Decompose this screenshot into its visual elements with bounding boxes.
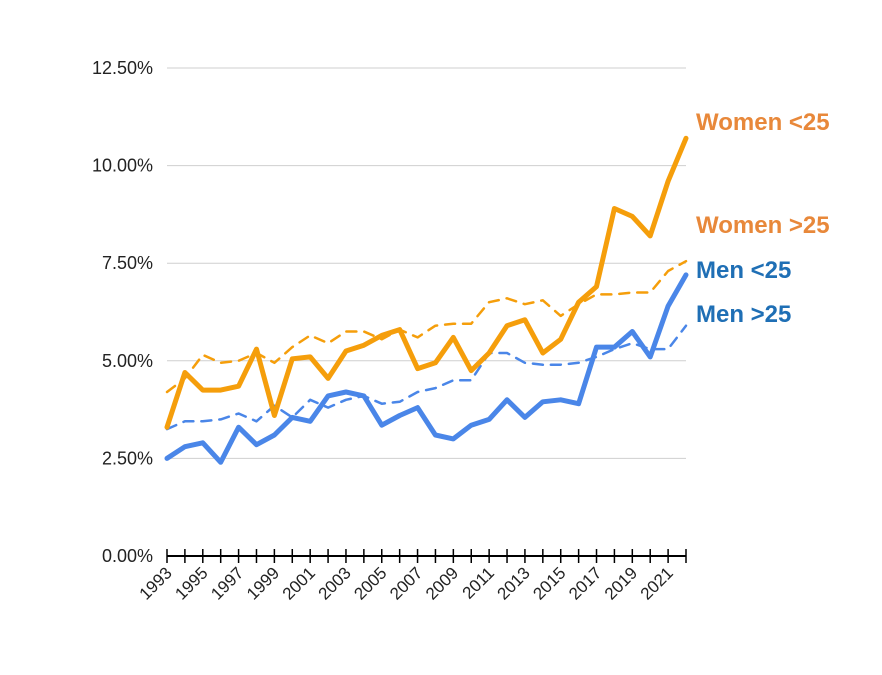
x-tick-label: 1995 bbox=[171, 563, 211, 603]
y-tick-label: 5.00% bbox=[102, 351, 153, 371]
x-tick-label: 2019 bbox=[601, 563, 641, 603]
x-tick-label: 2001 bbox=[279, 563, 319, 603]
y-tick-label: 2.50% bbox=[102, 448, 153, 468]
series-line-3 bbox=[165, 324, 688, 431]
y-tick-label: 7.50% bbox=[102, 253, 153, 273]
series-labels: Women <25 Women >25 Men <25 Men >25 bbox=[696, 109, 830, 328]
x-tick-label: 2015 bbox=[529, 563, 569, 603]
series-label: Men >25 bbox=[696, 301, 791, 328]
series-label: Women >25 bbox=[696, 212, 830, 239]
gridlines bbox=[167, 67, 686, 459]
x-tick-label: 2003 bbox=[315, 563, 355, 603]
x-tick-label: 1997 bbox=[207, 563, 247, 603]
series-line-2 bbox=[164, 272, 689, 465]
series-line-0 bbox=[164, 135, 689, 430]
x-axis: 1993199519971999200120032005200720092011… bbox=[136, 549, 687, 604]
y-tick-label: 12.50% bbox=[92, 58, 153, 78]
x-tick-label: 1999 bbox=[243, 563, 283, 603]
x-tick-label: 2009 bbox=[422, 563, 462, 603]
x-tick-label: 2007 bbox=[386, 563, 426, 603]
x-tick-label: 2005 bbox=[350, 563, 390, 603]
series-lines bbox=[164, 135, 689, 465]
series-label: Men <25 bbox=[696, 257, 791, 284]
y-axis-tick-labels: 0.00% 2.50% 5.00% 7.50% 10.00% 12.50% bbox=[92, 58, 153, 566]
x-tick-label: 2021 bbox=[637, 563, 677, 603]
y-tick-label: 0.00% bbox=[102, 546, 153, 566]
series-label: Women <25 bbox=[696, 109, 830, 136]
y-tick-label: 10.00% bbox=[92, 156, 153, 176]
x-tick-label: 2013 bbox=[494, 563, 534, 603]
x-tick-label: 1993 bbox=[136, 563, 176, 603]
x-tick-label: 2017 bbox=[565, 563, 605, 603]
x-tick-label: 2011 bbox=[459, 563, 498, 602]
